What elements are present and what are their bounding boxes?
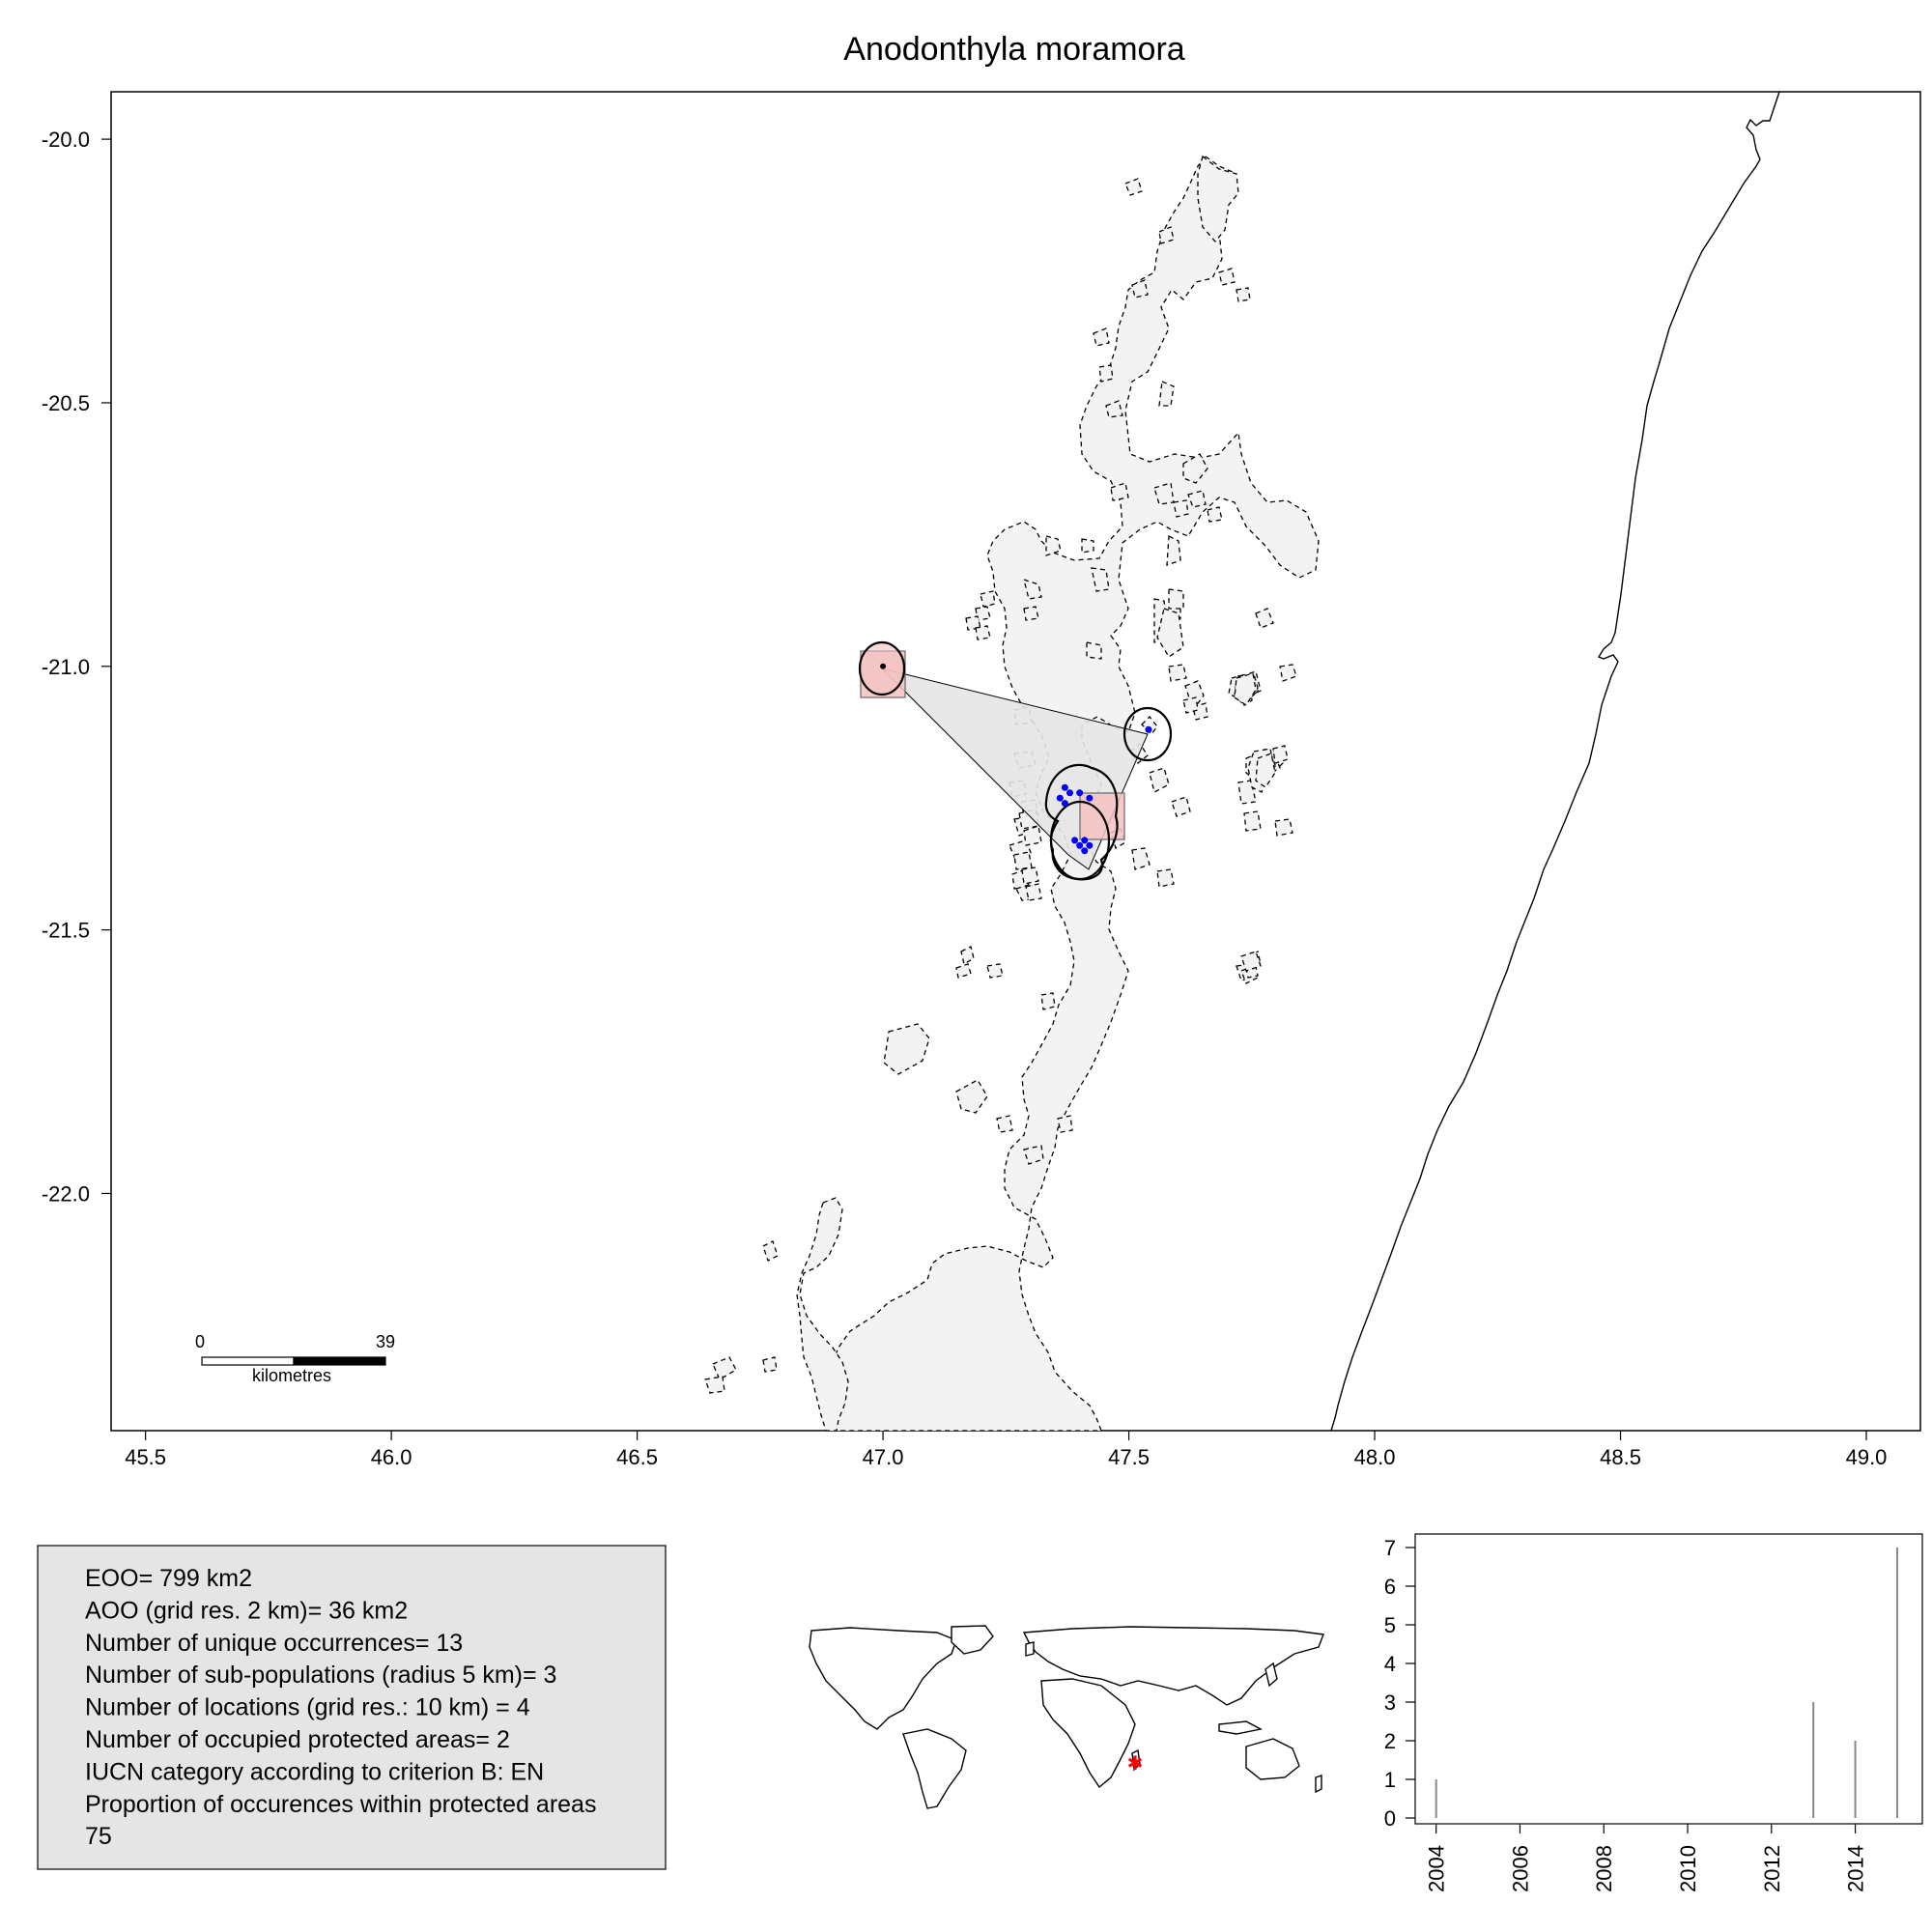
occurrence-point	[1065, 789, 1073, 797]
continent-australia	[1245, 1738, 1300, 1780]
stats-line: Number of occupied protected areas= 2	[85, 1726, 510, 1753]
continent-greenland	[951, 1625, 994, 1655]
protected-area-north-tip	[1197, 155, 1239, 243]
scale-bar-start-label: 0	[195, 1332, 205, 1351]
scale-bar-unit-label: kilometres	[252, 1366, 331, 1385]
occurrence-point	[1061, 783, 1068, 791]
subpopulation-east	[1122, 706, 1173, 762]
stats-line: Proportion of occurences within protecte…	[85, 1791, 596, 1818]
map-y-tick-label: -20.0	[42, 128, 90, 152]
histogram-y-tick-label: 1	[1384, 1768, 1396, 1792]
main-map: 45.5 46.0 46.5 47.0 47.5 48.0 48.5 49.0 -20.0-2…	[42, 91, 1921, 1469]
protected-area-coast-2	[1272, 745, 1289, 764]
island-new-zealand	[1315, 1775, 1322, 1794]
histogram-x-tick-label: 2010	[1676, 1845, 1700, 1892]
occurrence-point	[1076, 789, 1084, 797]
continent-north-america	[809, 1627, 957, 1730]
year-histogram: 0 1 2 3 4 5 6 7 2004 2006 2008 2010 2012 2014	[1384, 1533, 1923, 1892]
map-x-tick-label: 46.0	[371, 1445, 412, 1469]
coastline	[1330, 91, 1780, 1432]
histogram-x-tick-label: 2004	[1425, 1845, 1449, 1892]
map-x-tick-label: 48.5	[1600, 1445, 1641, 1469]
histogram-x-tick-label: 2012	[1760, 1845, 1784, 1892]
stats-panel: EOO= 799 km2 AOO (grid res. 2 km)= 36 km2…	[37, 1545, 667, 1870]
map-x-tick-label: 47.5	[1108, 1445, 1150, 1469]
occurrence-points	[880, 663, 1152, 855]
stats-line: IUCN category according to criterion B: …	[85, 1758, 544, 1785]
map-x-tick-label: 48.0	[1354, 1445, 1396, 1469]
histogram-frame	[1414, 1533, 1923, 1825]
map-y-axis: -20.0 -20.5 -21.0 -21.5 -22.0	[42, 128, 111, 1206]
protected-area-south-west	[796, 1197, 849, 1432]
map-x-axis: 45.5 46.0 46.5 47.0 47.5 48.0 48.5 49.0	[125, 1431, 1887, 1469]
isolated-areas	[1234, 672, 1276, 793]
stats-line: Number of unique occurrences= 13	[85, 1630, 463, 1657]
world-inset-map: ✱	[804, 1623, 1327, 1809]
continent-south-america	[902, 1728, 967, 1809]
histogram-bars	[1435, 1548, 1898, 1818]
scale-bar-black	[293, 1356, 386, 1366]
island-japan	[1264, 1662, 1278, 1688]
stats-box	[37, 1545, 667, 1870]
occurrence-point	[1086, 841, 1094, 849]
histogram-x-tick-label: 2006	[1508, 1845, 1532, 1892]
histogram-x-axis: 2004 2006 2008 2010 2012 2014	[1425, 1824, 1868, 1892]
occurrence-point	[1056, 794, 1064, 802]
histogram-y-tick-label: 5	[1384, 1613, 1396, 1637]
map-x-tick-label: 46.5	[616, 1445, 658, 1469]
occurrence-point	[1071, 837, 1079, 844]
stats-lines: EOO= 799 km2 AOO (grid res. 2 km)= 36 km2…	[85, 1565, 596, 1850]
occurrence-point	[1081, 847, 1089, 855]
occurrence-point	[1061, 800, 1068, 808]
scale-bar: 0 39 kilometres	[195, 1332, 395, 1385]
occurrence-point	[880, 663, 887, 669]
island-madagascar	[1131, 1748, 1141, 1772]
subpopulation-central	[1044, 763, 1119, 881]
histogram-y-tick-label: 7	[1384, 1536, 1396, 1560]
stats-line: AOO (grid res. 2 km)= 36 km2	[85, 1597, 408, 1624]
stats-line: Number of locations (grid res.: 10 km) =…	[85, 1694, 530, 1721]
asterisk-icon: ✱	[1127, 1753, 1144, 1775]
scale-bar-end-label: 39	[376, 1332, 395, 1351]
histogram-x-tick-label: 2008	[1592, 1845, 1616, 1892]
map-y-tick-label: -20.5	[42, 391, 90, 415]
histogram-y-tick-label: 2	[1384, 1729, 1396, 1753]
map-title: Anodonthyla moramora	[843, 31, 1185, 68]
map-x-tick-label: 49.0	[1846, 1445, 1888, 1469]
map-y-tick-label: -21.0	[42, 655, 90, 679]
continent-eurasia	[1022, 1626, 1324, 1706]
stats-line: Number of sub-populations (radius 5 km)=…	[85, 1662, 556, 1689]
occurrence-point	[1145, 725, 1152, 733]
histogram-x-tick-label: 2014	[1844, 1845, 1868, 1892]
islands-indonesia	[1218, 1720, 1264, 1735]
occurrence-point	[1086, 794, 1094, 802]
occurrence-point	[1076, 841, 1084, 849]
continent-africa	[1040, 1678, 1136, 1789]
scale-bar-white	[201, 1356, 295, 1366]
map-x-tick-label: 45.5	[125, 1445, 166, 1469]
occurrence-point	[1081, 837, 1089, 844]
world-continents	[809, 1625, 1324, 1809]
histogram-y-tick-label: 6	[1384, 1575, 1396, 1599]
map-x-tick-label: 47.0	[863, 1445, 904, 1469]
histogram-y-tick-label: 3	[1384, 1690, 1396, 1715]
island-uk	[1025, 1641, 1035, 1657]
map-y-tick-label: -22.0	[42, 1181, 90, 1206]
histogram-y-tick-label: 0	[1384, 1806, 1396, 1831]
stats-line: 75	[85, 1823, 112, 1850]
histogram-y-axis: 0 1 2 3 4 5 6 7	[1384, 1536, 1415, 1831]
stats-line: EOO= 799 km2	[85, 1565, 252, 1592]
histogram-y-tick-label: 4	[1384, 1652, 1396, 1676]
map-y-tick-label: -21.5	[42, 919, 90, 943]
